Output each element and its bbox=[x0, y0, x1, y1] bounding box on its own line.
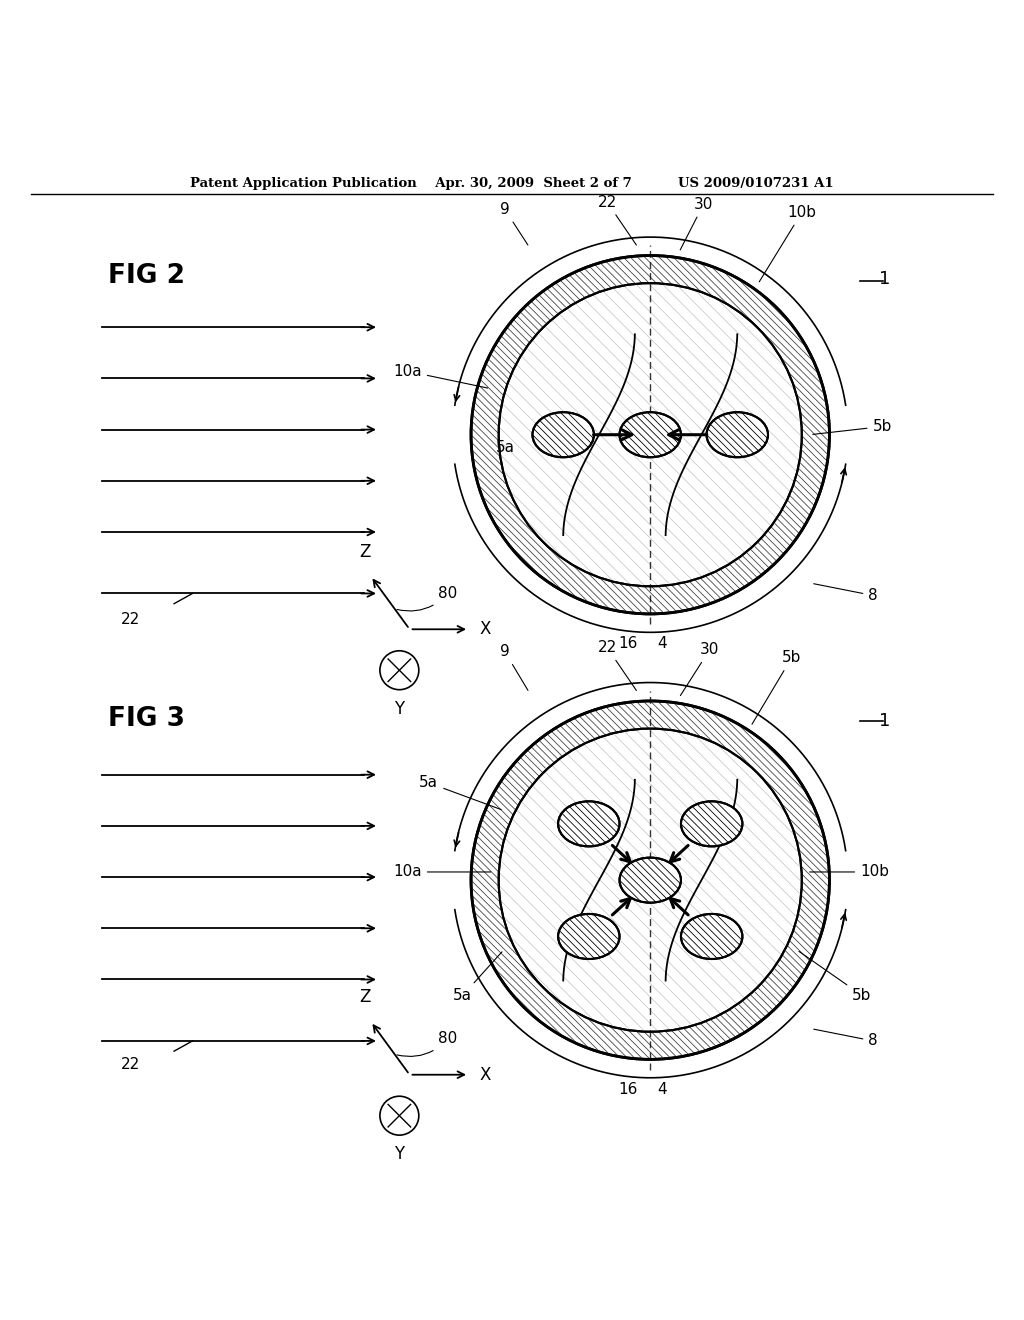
Text: 5b: 5b bbox=[799, 952, 871, 1003]
Text: 1: 1 bbox=[879, 271, 890, 288]
Text: 1: 1 bbox=[879, 713, 890, 730]
Text: FIG 2: FIG 2 bbox=[108, 263, 184, 289]
Text: 22: 22 bbox=[598, 195, 636, 246]
Text: 80: 80 bbox=[397, 1031, 458, 1056]
Circle shape bbox=[499, 284, 802, 586]
Text: 10b: 10b bbox=[759, 205, 816, 282]
Text: 22: 22 bbox=[121, 1057, 140, 1072]
Text: 4: 4 bbox=[657, 1082, 668, 1097]
Text: Z: Z bbox=[358, 543, 371, 561]
Text: 10b: 10b bbox=[810, 865, 889, 879]
Circle shape bbox=[471, 256, 829, 614]
Text: 16: 16 bbox=[618, 636, 637, 652]
Text: 4: 4 bbox=[657, 636, 668, 652]
Text: 8: 8 bbox=[814, 583, 878, 603]
Text: Z: Z bbox=[358, 989, 371, 1006]
Ellipse shape bbox=[558, 801, 620, 846]
Text: FIG 3: FIG 3 bbox=[108, 706, 184, 733]
Text: 10a: 10a bbox=[393, 364, 487, 388]
Text: 5b: 5b bbox=[813, 418, 892, 434]
Text: 5b: 5b bbox=[752, 651, 801, 725]
Ellipse shape bbox=[620, 412, 681, 457]
Text: 5a: 5a bbox=[419, 775, 501, 809]
Text: 10a: 10a bbox=[393, 865, 490, 879]
Text: 16: 16 bbox=[618, 1082, 637, 1097]
Text: X: X bbox=[479, 620, 490, 639]
Text: 5a: 5a bbox=[496, 440, 515, 454]
Text: 8: 8 bbox=[814, 1030, 878, 1048]
Text: Patent Application Publication    Apr. 30, 2009  Sheet 2 of 7          US 2009/0: Patent Application Publication Apr. 30, … bbox=[190, 177, 834, 190]
Ellipse shape bbox=[620, 858, 681, 903]
Circle shape bbox=[499, 729, 802, 1032]
Text: 9: 9 bbox=[500, 202, 528, 246]
Text: Y: Y bbox=[394, 1146, 404, 1163]
Ellipse shape bbox=[681, 913, 742, 960]
Circle shape bbox=[471, 701, 829, 1060]
Text: 22: 22 bbox=[598, 640, 636, 690]
Ellipse shape bbox=[558, 913, 620, 960]
Ellipse shape bbox=[681, 801, 742, 846]
Ellipse shape bbox=[707, 412, 768, 457]
Text: 22: 22 bbox=[121, 612, 140, 627]
Text: 80: 80 bbox=[397, 586, 458, 611]
Text: 5a: 5a bbox=[454, 952, 502, 1003]
Text: Y: Y bbox=[394, 700, 404, 718]
Ellipse shape bbox=[532, 412, 594, 457]
Text: 30: 30 bbox=[680, 197, 713, 249]
Text: 30: 30 bbox=[680, 643, 719, 696]
Circle shape bbox=[380, 651, 419, 689]
Circle shape bbox=[380, 1096, 419, 1135]
Text: X: X bbox=[479, 1065, 490, 1084]
Text: 9: 9 bbox=[500, 644, 528, 690]
